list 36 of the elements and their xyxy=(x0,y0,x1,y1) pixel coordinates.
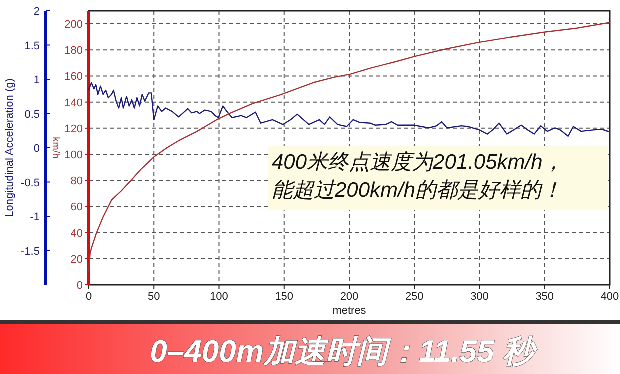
x-tick-label: 150 xyxy=(275,291,294,303)
x-tick-label: 200 xyxy=(340,291,359,303)
y-tick-label: 2 xyxy=(34,6,40,18)
y-tick-label: -1.5 xyxy=(21,246,40,258)
y-tick-label: 0 xyxy=(34,143,40,155)
x-tick-label: 0 xyxy=(86,291,92,303)
x-tick-label: 250 xyxy=(405,291,424,303)
y2-tick-label: 140 xyxy=(64,97,83,110)
y2-tick-label: 20 xyxy=(70,254,83,266)
y2-tick-label: 80 xyxy=(70,176,83,188)
y2-tick-label: 160 xyxy=(64,71,83,84)
y-tick-label: 0.5 xyxy=(24,108,40,121)
y2-tick-label: 60 xyxy=(70,202,83,214)
x-tick-label: 100 xyxy=(210,291,228,303)
annotation: 400米终点速度为201.05km/h， xyxy=(272,151,564,174)
line-series xyxy=(88,82,611,137)
y-tick-label: -0.5 xyxy=(21,177,40,190)
annotation: 能超过200km/h的都是好样的！ xyxy=(272,179,563,202)
y-tick-label: 1 xyxy=(34,74,40,86)
y2-axis-title: km/h xyxy=(50,137,61,159)
y2-tick-label: 180 xyxy=(64,45,83,58)
x-axis-title: metres xyxy=(332,305,367,317)
line-series xyxy=(88,22,611,273)
y-tick-label: -1 xyxy=(30,212,40,224)
text: 0–400m加速时间：11.55 秒 xyxy=(150,334,538,369)
y-tick-label: 1.5 xyxy=(24,40,40,52)
y-axis-title: Longitudinal Acceleration (g) xyxy=(4,78,16,218)
x-tick-label: 400 xyxy=(600,291,620,303)
y2-tick-label: 40 xyxy=(70,228,83,240)
y2-tick-label: 200 xyxy=(64,19,83,32)
x-tick-label: 300 xyxy=(470,291,489,303)
x-tick-label: 350 xyxy=(536,291,554,303)
y2-tick-label: 0 xyxy=(76,280,83,292)
y2-tick-label: 100 xyxy=(64,150,83,162)
y2-tick-label: 120 xyxy=(64,123,83,136)
x-tick-label: 50 xyxy=(148,291,160,303)
